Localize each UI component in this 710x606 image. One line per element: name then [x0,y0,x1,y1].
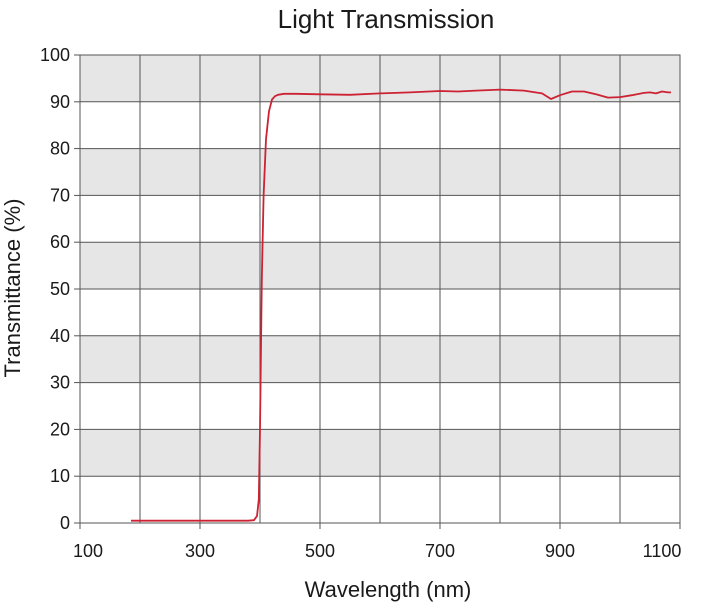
horizontal-gridlines [80,101,680,477]
y-axis-title: Transmittance (%) [0,199,25,378]
transmission-line [131,88,671,522]
y-tick-label-50: 50 [50,279,70,299]
y-tick-label-10: 10 [50,466,70,486]
y-tick-label-100: 100 [40,45,70,65]
x-tick-label-500: 500 [305,541,335,561]
y-tick-label-30: 30 [50,373,70,393]
x-tick-label-100: 100 [73,541,103,561]
y-tick-label-0: 0 [60,513,70,533]
x-tick-label-700: 700 [425,541,455,561]
y-tick-label-60: 60 [50,232,70,252]
chart-title: Light Transmission [278,4,495,34]
y-tick-label-80: 80 [50,139,70,159]
x-tick-label-900: 900 [545,541,575,561]
x-axis-ticks: 100 300 500 700 900 1100 [73,523,681,561]
y-tick-label-40: 40 [50,326,70,346]
y-tick-label-90: 90 [50,92,70,112]
x-tick-label-300: 300 [185,541,215,561]
y-tick-label-70: 70 [50,185,70,205]
y-axis-ticks: 0 10 20 30 40 50 60 70 80 90 100 [40,45,80,533]
x-axis-title: Wavelength (nm) [305,577,472,602]
y-tick-label-20: 20 [50,419,70,439]
x-tick-label-1100: 1100 [643,541,682,561]
